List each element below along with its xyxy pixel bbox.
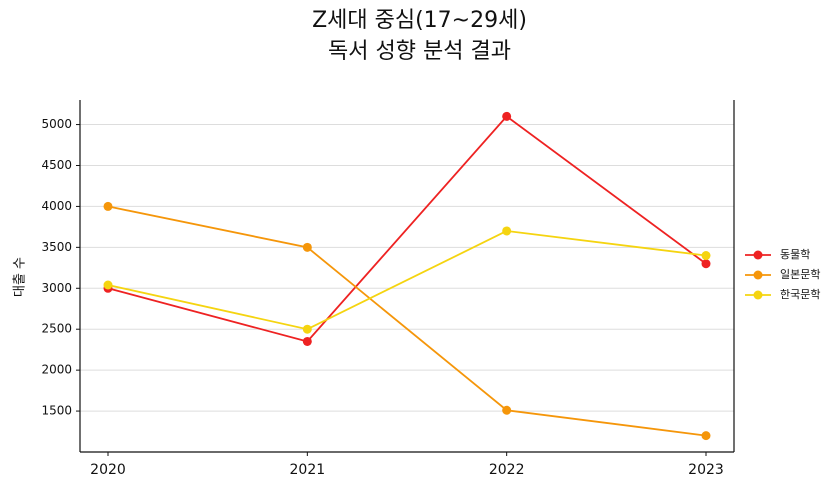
y-tick-label: 1500 [41,404,72,418]
data-point [502,111,512,121]
data-point [701,251,711,261]
legend-label: 일본문학 [780,267,820,281]
grid-lines [80,124,734,412]
legend-marker [753,250,763,260]
y-tick-label: 4000 [41,199,72,213]
y-tick-label: 5000 [41,117,72,131]
series-line-0 [107,115,707,343]
chart-title-line-2: 독서 성향 분석 결과 [328,39,511,64]
data-point [502,226,512,236]
data-point [103,280,113,290]
y-tick-label: 2500 [41,322,72,336]
axes [79,100,735,453]
y-tick-label: 3000 [41,281,72,295]
data-point [103,201,113,211]
x-tick-label: 2023 [688,462,724,478]
x-tick-label: 2021 [290,462,326,478]
y-tick-label: 2000 [41,363,72,377]
legend-marker [753,290,763,300]
y-tick-label: 3500 [41,240,72,254]
y-axis-label: 대출 수 [13,257,28,297]
legend-label: 동물학 [780,248,810,261]
y-tick-labels: 1500 2000 2500 3000 3500 4000 4500 5000 [41,117,80,418]
series-lines [103,111,711,441]
data-point [701,259,711,269]
data-point [502,405,512,415]
x-tick-labels: 2020 2021 2022 2023 [90,452,724,478]
chart-title-line-1: Z세대 중심(17~29세) [312,8,527,33]
x-tick-label: 2022 [489,462,525,478]
y-tick-label: 4500 [41,158,72,172]
legend-label: 한국문학 [780,288,820,301]
data-point [701,431,711,441]
data-point [302,242,312,252]
x-tick-label: 2020 [90,462,126,478]
data-point [302,324,312,334]
data-point [302,336,312,346]
series-line-1 [107,205,707,437]
legend-marker [753,270,763,280]
series-line-2 [107,230,707,331]
